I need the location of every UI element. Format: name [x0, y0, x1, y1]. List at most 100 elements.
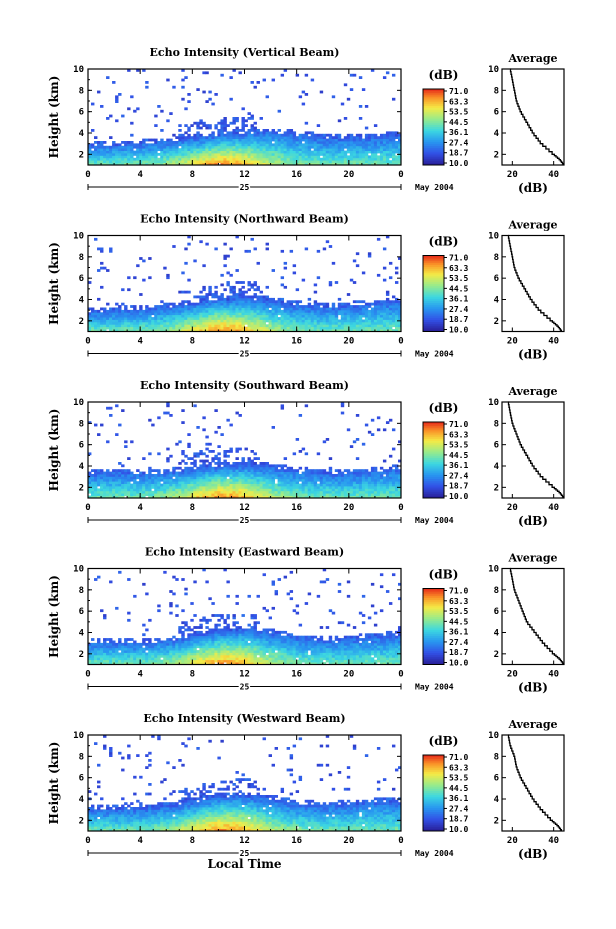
heatmap-cell [118, 652, 122, 656]
heatmap-cell [364, 141, 369, 144]
heatmap-cell [181, 476, 185, 480]
heatmap-cell [115, 162, 119, 166]
colorbar-segment [423, 157, 444, 160]
heatmap-cell [112, 490, 116, 494]
heatmap-cell [343, 145, 348, 149]
heatmap-cell [115, 657, 119, 661]
heatmap-cell [154, 326, 158, 330]
heatmap-cell [307, 481, 312, 484]
heatmap-cell [244, 321, 248, 325]
heatmap-cell [373, 162, 378, 166]
heatmap-cell [322, 312, 327, 316]
heatmap-cell [382, 136, 387, 139]
heatmap-cell [112, 647, 116, 651]
colorbar-segment [423, 427, 444, 431]
heatmap-cell [379, 307, 384, 311]
heatmap-cell [268, 297, 272, 301]
heatmap-cell [289, 486, 294, 489]
heatmap-cell [325, 302, 330, 306]
heatmap-cell [172, 305, 176, 308]
heatmap-cell [280, 150, 285, 154]
heatmap-cell [328, 476, 333, 480]
heatmap-cell [151, 319, 155, 323]
heatmap-cell [304, 486, 309, 489]
heatmap-cell [319, 307, 324, 311]
date-label: 25 [240, 183, 250, 192]
heatmap-cell [361, 319, 366, 323]
heatmap-cell [166, 486, 170, 489]
heatmap-cell [238, 129, 242, 132]
heatmap-cell [112, 153, 116, 156]
heatmap-cell [133, 659, 137, 663]
heatmap-cell [370, 324, 375, 328]
heatmap-cell [355, 305, 360, 308]
heatmap-cell [241, 478, 245, 482]
heatmap-cell [340, 138, 345, 142]
heatmap-cell [91, 645, 95, 649]
heatmap-cell [298, 309, 303, 313]
colorbar-tick-label: 71.0 [449, 254, 468, 263]
heatmap-cell [247, 288, 251, 292]
heatmap-cell [286, 141, 291, 144]
heatmap-cell [283, 486, 288, 489]
heatmap-cell [322, 493, 327, 496]
heatmap-cell [130, 143, 134, 147]
heatmap-cell [352, 305, 357, 308]
heatmap-cell [283, 162, 288, 166]
heatmap-cell [118, 483, 122, 487]
heatmap-cell [268, 493, 272, 496]
heatmap-cell [106, 486, 110, 489]
heatmap-cell [214, 462, 218, 465]
heatmap-cell [172, 481, 176, 484]
heatmap-cell [283, 481, 288, 484]
heatmap-cell [115, 153, 119, 156]
heatmap-cell [97, 141, 101, 144]
heatmap-cell [88, 452, 92, 456]
heatmap-cell [229, 76, 233, 79]
heatmap-cell [313, 143, 318, 147]
heatmap-cell [223, 474, 227, 477]
month-label: May 2004 [415, 183, 454, 192]
colorbar-segment [423, 138, 444, 141]
heatmap-cell [91, 143, 95, 147]
heatmap-cell [271, 488, 275, 492]
heatmap-cell [367, 319, 372, 323]
heatmap-cell [301, 155, 306, 159]
heatmap-cell [271, 471, 275, 475]
heatmap-cell [208, 490, 212, 494]
heatmap-cell [205, 478, 209, 482]
heatmap-cell [250, 319, 254, 323]
heatmap-cell [322, 247, 327, 251]
heatmap-cell [157, 493, 161, 496]
heatmap-cell [133, 157, 137, 161]
heatmap-cell [145, 305, 149, 308]
heatmap-cell [169, 312, 173, 316]
heatmap-cell [343, 478, 348, 482]
heatmap-cell [121, 642, 125, 646]
colorbar-segment [423, 325, 444, 329]
heatmap-cell [307, 153, 312, 156]
heatmap-cell [214, 329, 218, 332]
heatmap-cell [118, 659, 122, 663]
heatmap-cell [274, 157, 279, 161]
heatmap-cell [286, 148, 291, 151]
colorbar-segment [423, 310, 444, 313]
heatmap-cell [247, 141, 251, 144]
heatmap-cell [370, 469, 375, 472]
heatmap-cell [241, 162, 245, 166]
heatmap-cell [160, 150, 164, 154]
heatmap-cell [232, 121, 236, 125]
heatmap-cell [157, 105, 161, 108]
heatmap-cell [391, 305, 396, 308]
heatmap-cell [313, 302, 318, 306]
heatmap-cell [127, 471, 131, 475]
heatmap-cell [154, 483, 158, 487]
colorbar-segment [423, 303, 444, 306]
heatmap-cell [127, 162, 131, 166]
heatmap-cell [379, 317, 384, 320]
heatmap-cell [202, 324, 206, 328]
heatmap-cell [214, 309, 218, 313]
heatmap-cell [301, 474, 306, 477]
heatmap-cell [211, 138, 215, 142]
heatmap-cell [304, 483, 309, 487]
